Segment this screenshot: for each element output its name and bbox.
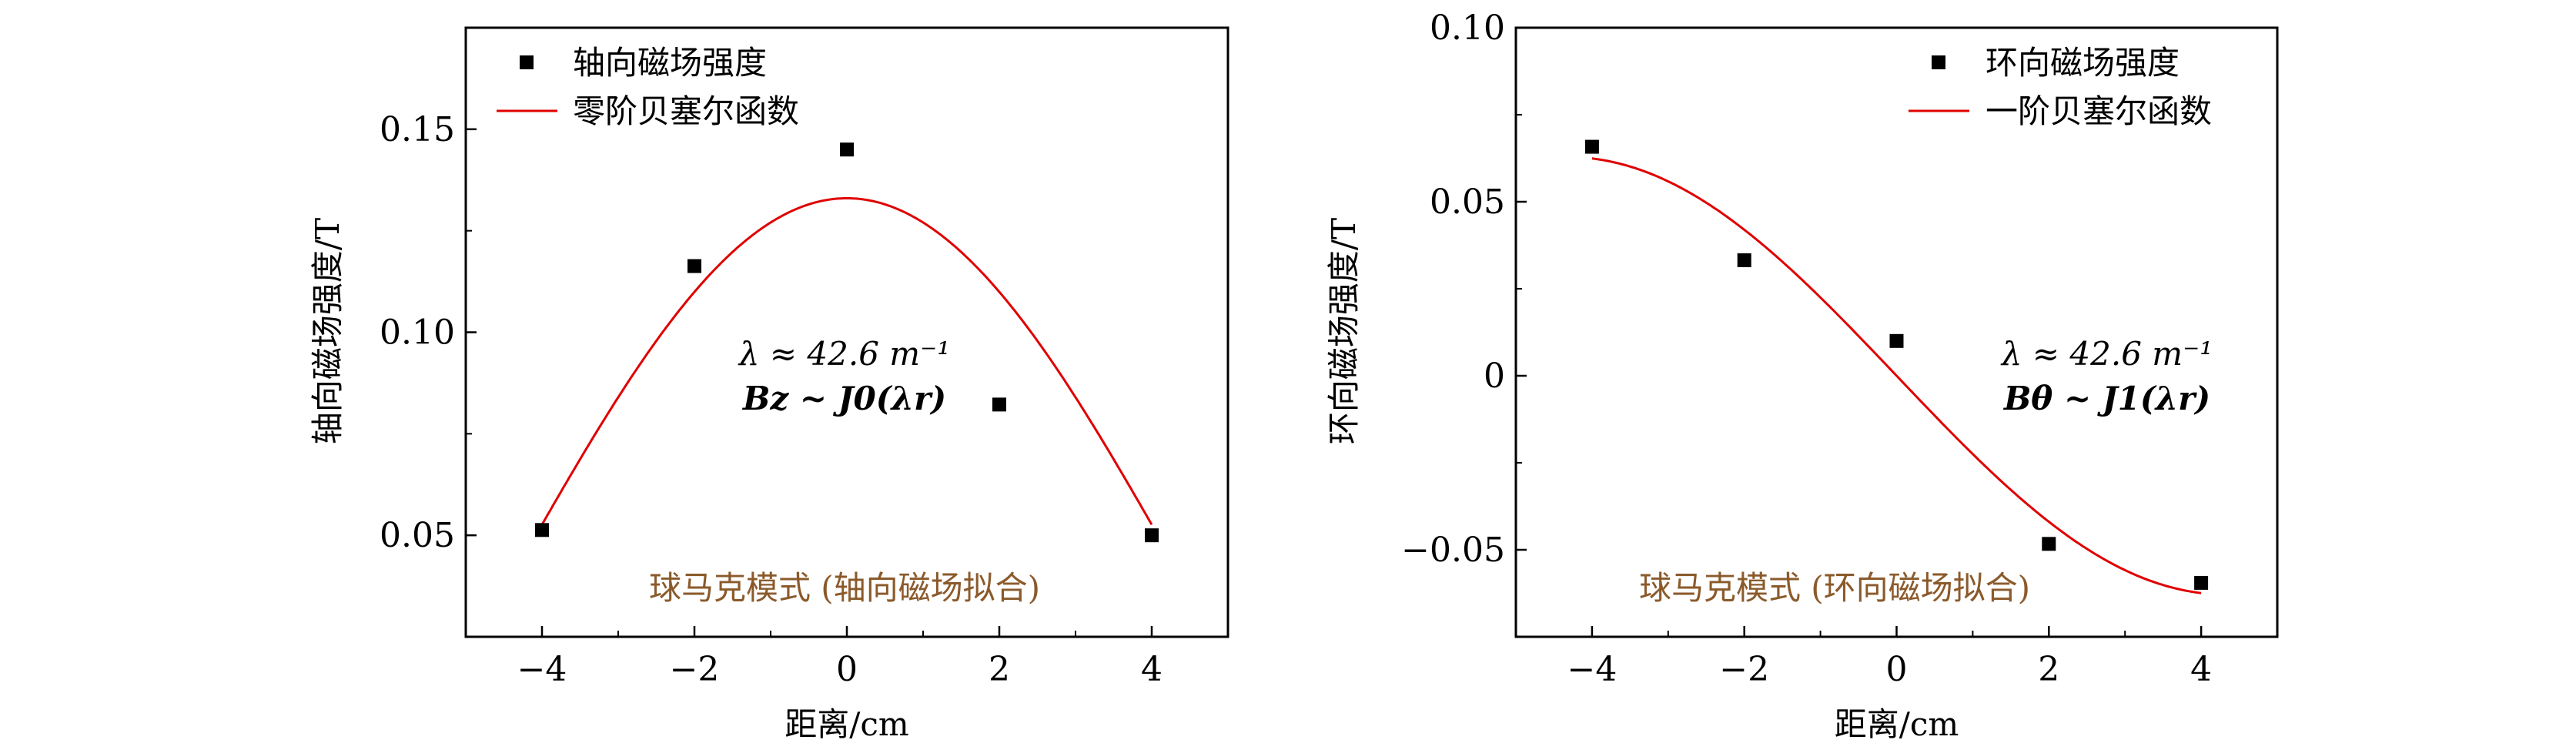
data-point bbox=[1145, 528, 1159, 543]
x-tick-label: −4 bbox=[517, 650, 567, 689]
x-tick-label: 2 bbox=[989, 650, 1010, 689]
annotation-bessel: Bz ~ J0(λr) bbox=[742, 380, 946, 417]
chart-2: −4 −2 0 2 4 −0.05 0 0.05 0.10 距离/cm 环向磁场强度/T 环向磁场强度… bbox=[1325, 8, 2279, 743]
legend-marker-points bbox=[520, 55, 534, 69]
y-tick-label: 0.10 bbox=[380, 313, 455, 353]
x-axis-label: 距离/cm bbox=[785, 705, 909, 743]
x-tick-label: 4 bbox=[2190, 650, 2212, 689]
x-tick-label: −2 bbox=[1719, 650, 1769, 689]
annotation-mode: 球马克模式 (环向磁场拟合) bbox=[1639, 569, 2030, 607]
y-tick-label: 0.10 bbox=[1430, 8, 1505, 48]
annotation-lambda: λ ≈ 42.6 m⁻¹ bbox=[738, 335, 950, 373]
x-tick-label: −4 bbox=[1567, 650, 1617, 689]
y-tick-label: −0.05 bbox=[1401, 531, 1505, 570]
data-point bbox=[2194, 575, 2209, 590]
legend-marker-points bbox=[1932, 55, 1945, 69]
annotation-lambda: λ ≈ 42.6 m⁻¹ bbox=[2000, 335, 2213, 373]
annotation-bessel: Bθ ~ J1(λr) bbox=[2003, 380, 2210, 417]
legend-label-fit: 零阶贝塞尔函数 bbox=[573, 92, 799, 130]
x-tick-label: 4 bbox=[1141, 650, 1163, 689]
data-point bbox=[992, 397, 1006, 412]
x-axis-label: 距离/cm bbox=[1835, 705, 1959, 743]
y-axis-label: 环向磁场强度/T bbox=[1325, 218, 1363, 444]
fit-curve bbox=[1591, 157, 2202, 594]
data-point bbox=[1584, 139, 1599, 154]
chart-1: −4 −2 0 2 4 0.05 0.10 0.15 距离/cm 轴向磁场强度/T 轴向磁场强度零阶… bbox=[309, 26, 1229, 743]
data-point bbox=[840, 142, 854, 157]
x-tick-label: 2 bbox=[2038, 650, 2059, 689]
data-point bbox=[687, 259, 701, 273]
data-point bbox=[1889, 333, 1904, 348]
data-point bbox=[1737, 253, 1751, 267]
y-axis-label: 轴向磁场强度/T bbox=[309, 218, 346, 444]
x-tick-label: −2 bbox=[670, 650, 720, 689]
fit-curve bbox=[540, 197, 1153, 526]
legend-label-fit: 一阶贝塞尔函数 bbox=[1986, 92, 2212, 130]
y-tick-label: 0 bbox=[1484, 357, 1505, 396]
x-tick-label: 0 bbox=[836, 650, 858, 689]
legend-label-points: 环向磁场强度 bbox=[1986, 44, 2180, 82]
y-tick-label: 0.05 bbox=[1430, 182, 1505, 222]
x-tick-label: 0 bbox=[1886, 650, 1908, 689]
legend-label-points: 轴向磁场强度 bbox=[573, 44, 767, 82]
y-tick-label: 0.05 bbox=[380, 516, 455, 555]
data-point bbox=[535, 523, 549, 537]
data-point bbox=[2042, 537, 2056, 551]
y-tick-label: 0.15 bbox=[380, 110, 455, 149]
annotation-mode: 球马克模式 (轴向磁场拟合) bbox=[649, 569, 1040, 607]
